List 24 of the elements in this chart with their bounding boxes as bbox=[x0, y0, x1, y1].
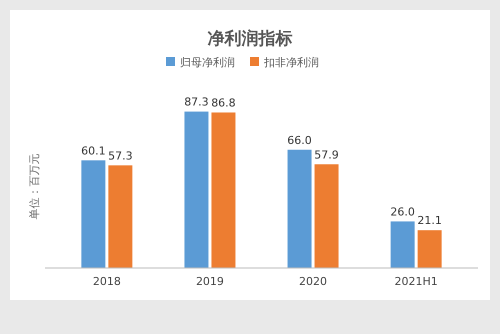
bar bbox=[81, 160, 106, 268]
x-tick-label: 2018 bbox=[92, 275, 121, 288]
data-label: 21.1 bbox=[417, 214, 442, 228]
chart-title: 净利润指标 bbox=[208, 29, 292, 49]
data-label: 57.9 bbox=[314, 148, 339, 162]
x-tick-label: 2019 bbox=[196, 275, 224, 288]
bar bbox=[184, 112, 208, 268]
data-label: 87.3 bbox=[184, 96, 209, 109]
data-label: 66.0 bbox=[287, 134, 312, 147]
legend-label: 扣非净利润 bbox=[263, 56, 319, 69]
data-label: 86.8 bbox=[211, 96, 236, 110]
legend-label: 归母净利润 bbox=[180, 56, 235, 69]
bar bbox=[288, 150, 312, 268]
x-tick-label: 2020 bbox=[299, 275, 328, 288]
bar bbox=[108, 165, 132, 268]
bar bbox=[418, 230, 442, 268]
data-label: 26.0 bbox=[390, 205, 415, 218]
bar bbox=[390, 221, 415, 268]
x-tick-label: 2021H1 bbox=[394, 275, 438, 288]
bar bbox=[314, 164, 339, 268]
data-label: 57.3 bbox=[108, 149, 133, 162]
bar bbox=[211, 112, 236, 268]
y-axis-title: 单位：百万元 bbox=[28, 154, 41, 220]
data-label: 60.1 bbox=[81, 144, 106, 158]
